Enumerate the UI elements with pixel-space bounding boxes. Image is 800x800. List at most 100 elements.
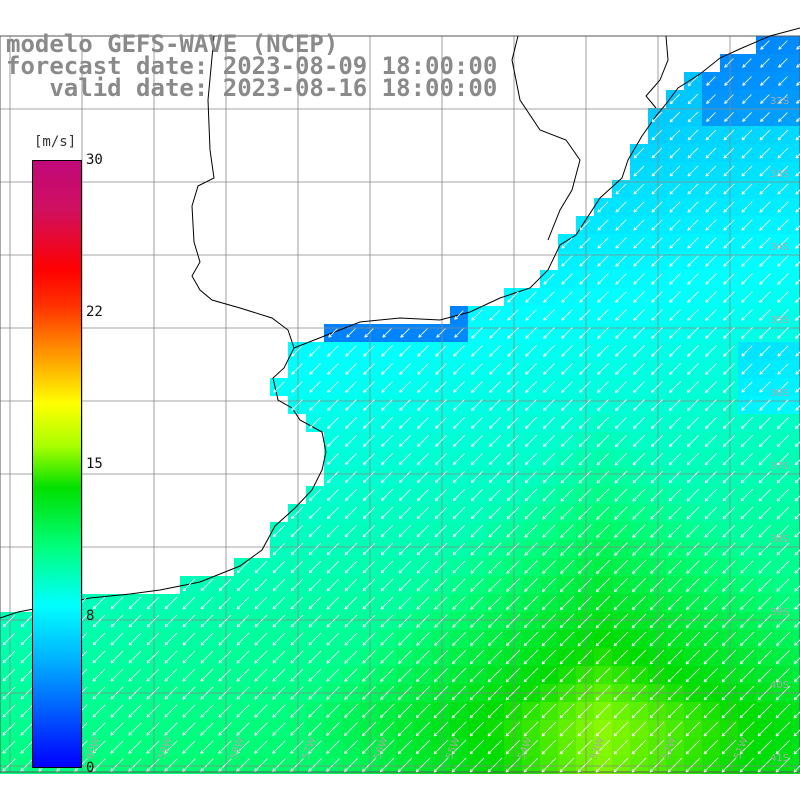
wind-arrow — [200, 704, 214, 718]
wind-arrow — [488, 470, 502, 484]
wind-arrow — [523, 757, 539, 773]
wind-arrow — [2, 614, 16, 628]
wind-arrow — [488, 417, 501, 430]
wind-arrow — [507, 291, 519, 303]
wind-cell — [792, 288, 800, 306]
wind-arrow — [667, 667, 683, 683]
wind-arrow — [649, 649, 665, 665]
wind-arrow — [793, 765, 800, 773]
wind-arrow — [651, 363, 663, 375]
wind-arrow — [362, 650, 376, 664]
wind-arrow — [794, 531, 800, 538]
wind-arrow — [741, 345, 753, 357]
wind-arrow — [757, 703, 773, 719]
wind-arrow — [721, 631, 737, 647]
wind-arrow — [381, 381, 393, 393]
wind-arrow — [309, 417, 321, 429]
wind-arrow — [723, 129, 735, 141]
wind-arrow — [739, 667, 755, 683]
wind-arrow — [705, 237, 717, 249]
wind-arrow — [128, 650, 142, 664]
wind-arrow — [290, 506, 304, 520]
wind-arrow — [433, 667, 449, 683]
wind-arrow — [146, 740, 160, 754]
wind-arrow — [542, 399, 555, 412]
wind-arrow — [560, 506, 574, 520]
wind-arrow — [561, 237, 573, 249]
wind-arrow — [434, 524, 448, 538]
wind-arrow — [722, 506, 736, 520]
wind-arrow — [669, 291, 681, 303]
wind-arrow — [703, 757, 719, 773]
wind-arrow — [686, 398, 700, 412]
wind-arrow — [739, 721, 755, 737]
wind-arrow — [778, 58, 788, 68]
wind-arrow — [291, 345, 303, 357]
wind-arrow — [523, 703, 539, 719]
wind-arrow — [614, 470, 628, 484]
wind-arrow — [776, 488, 790, 502]
wind-arrow — [595, 739, 611, 755]
wind-arrow — [577, 667, 593, 683]
wind-arrow — [578, 524, 592, 538]
wind-arrow — [200, 632, 214, 646]
wind-arrow — [416, 470, 430, 484]
wind-arrow — [597, 363, 609, 375]
wind-arrow — [632, 470, 646, 484]
wind-arrow — [543, 327, 555, 339]
wind-arrow — [361, 740, 376, 755]
wind-arrow — [649, 739, 665, 755]
wind-arrow — [308, 704, 322, 718]
wind-arrow — [597, 273, 609, 285]
wind-arrow — [650, 560, 664, 574]
wind-arrow — [381, 363, 393, 375]
wind-arrow — [759, 273, 771, 285]
wind-arrow — [308, 650, 322, 664]
wind-arrow — [506, 542, 520, 556]
wind-arrow — [487, 721, 503, 737]
wind-arrow — [595, 559, 611, 575]
wind-arrow — [723, 147, 735, 159]
wind-arrow — [362, 435, 375, 448]
wind-arrow — [272, 740, 286, 754]
wind-arrow — [631, 595, 647, 611]
wind-arrow — [757, 685, 773, 701]
wind-arrow — [254, 668, 268, 682]
title-valid-date: valid date: 2023-08-16 18:00:00 — [6, 74, 498, 102]
wind-arrow — [488, 524, 502, 538]
wind-arrow — [650, 399, 663, 412]
wind-arrow — [794, 477, 800, 484]
wind-arrow — [272, 722, 286, 736]
wind-arrow — [687, 201, 699, 213]
wind-arrow — [506, 434, 520, 448]
wind-arrow — [488, 578, 502, 592]
wind-arrow — [759, 255, 771, 267]
wind-arrow — [434, 650, 448, 664]
wind-arrow — [758, 614, 772, 628]
wind-arrow — [344, 740, 358, 754]
wind-arrow — [794, 639, 800, 646]
wind-arrow — [92, 722, 106, 736]
wind-arrow — [705, 345, 717, 357]
wind-arrow — [254, 758, 268, 772]
wind-arrow — [667, 721, 683, 737]
wind-arrow — [614, 524, 628, 538]
wind-arrow — [382, 328, 392, 338]
wind-arrow — [399, 345, 411, 357]
wind-arrow — [687, 147, 699, 159]
wind-arrow — [651, 255, 663, 267]
wind-arrow — [776, 452, 790, 466]
wind-arrow — [291, 381, 303, 393]
wind-arrow — [416, 614, 430, 628]
wind-arrow — [577, 703, 593, 719]
wind-arrow — [110, 740, 124, 754]
wind-arrow — [541, 757, 557, 773]
wind-arrow — [794, 459, 800, 466]
wind-arrow — [651, 273, 663, 285]
wind-arrow — [146, 668, 160, 682]
wind-arrow — [416, 524, 430, 538]
wind-arrow — [254, 578, 268, 592]
wind-arrow — [128, 686, 142, 700]
wind-arrow — [416, 452, 430, 466]
wind-arrow — [218, 614, 232, 628]
